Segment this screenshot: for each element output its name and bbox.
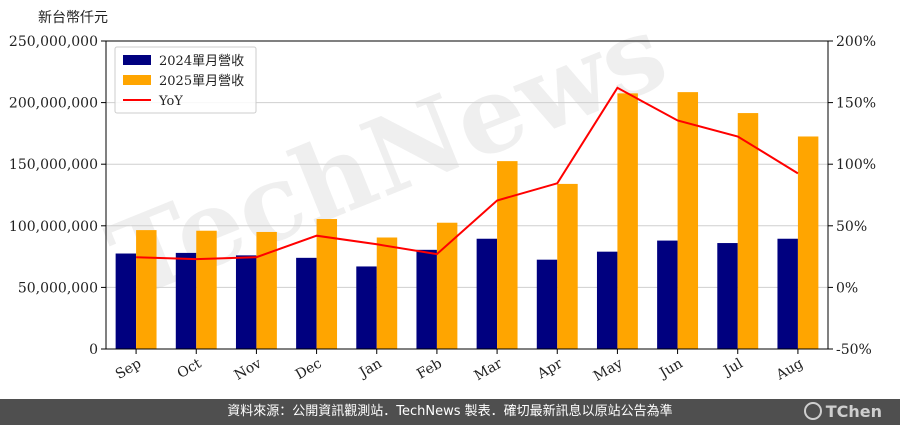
chart-area: TechNews 0 50,000,000 100,000,000 150,000,0… — [9, 0, 876, 385]
bar-2025 — [617, 93, 638, 349]
right-tick-label: -50% — [836, 342, 872, 358]
left-tick-label: 100,000,000 — [9, 219, 98, 235]
right-tick-label: 50% — [836, 219, 867, 235]
bar-2024 — [657, 240, 678, 349]
right-tick-label: 100% — [836, 157, 876, 173]
bar-2024 — [536, 259, 558, 349]
bar-2024 — [777, 238, 798, 349]
legend-label: 2024單月營收 — [159, 54, 244, 69]
yoy-line — [135, 86, 799, 261]
legend: 2024單月營收 2025單月營收 YoY — [114, 46, 257, 114]
bar-2025 — [557, 183, 578, 349]
legend-swatch — [123, 55, 151, 65]
x-tick-label: May — [591, 356, 626, 385]
revenue-chart: TechNews 050,000,000100,000,000150,000,0… — [9, 0, 876, 385]
x-tick-label: Jan — [355, 356, 385, 382]
bar-2024 — [175, 252, 197, 349]
x-tick-label: Feb — [414, 356, 445, 383]
brand-text: TChen — [825, 402, 882, 421]
x-tick-label: Sep — [113, 356, 144, 383]
yoy-series-line — [136, 86, 799, 261]
bar-2025 — [376, 237, 398, 349]
bar-2025 — [797, 136, 819, 349]
brand-logo: TChen — [803, 399, 882, 425]
bar-2024 — [717, 243, 738, 349]
bar-2025 — [497, 161, 518, 349]
right-tick-label: 200% — [836, 34, 876, 50]
plot-border — [105, 40, 829, 350]
bar-2024 — [476, 238, 498, 349]
bar-2024 — [115, 253, 137, 349]
x-tick-label: Dec — [293, 356, 325, 384]
bar-2025 — [316, 219, 338, 349]
left-tick-label: 200,000,000 — [9, 96, 98, 112]
right-tick-label: 0% — [836, 280, 858, 296]
bar-2025 — [136, 230, 157, 349]
source-footer: 資料來源：公開資訊觀測站．TechNews 製表．確切最新訊息以原站公告為準 — [0, 399, 900, 425]
brand-mark-icon — [803, 402, 822, 420]
x-tick-label: Mar — [472, 355, 506, 384]
left-tick-label: 0 — [89, 342, 98, 358]
x-tick-label: Jul — [719, 355, 746, 380]
x-tick-label: Aug — [773, 356, 806, 384]
right-tick-label: 150% — [836, 96, 876, 112]
left-tick-label: 250,000,000 — [9, 34, 98, 50]
bar-2025 — [677, 92, 699, 350]
bar-2024 — [235, 255, 257, 349]
legend-swatch — [123, 75, 151, 85]
legend-label: YoY — [158, 94, 183, 109]
bar-2024 — [356, 266, 377, 349]
bars — [115, 92, 819, 350]
bar-2024 — [596, 251, 618, 349]
bar-2024 — [296, 257, 317, 349]
bar-2025 — [196, 230, 217, 349]
bar-2024 — [416, 249, 437, 349]
x-tick-label: Oct — [175, 355, 205, 382]
bar-2025 — [436, 222, 458, 349]
x-tick-label: Apr — [534, 355, 565, 382]
bar-2025 — [256, 231, 277, 349]
legend-label: 2025單月營收 — [159, 74, 244, 89]
x-tick-label: Jun — [655, 356, 685, 383]
left-tick-label: 150,000,000 — [9, 157, 98, 173]
bar-2025 — [737, 113, 759, 350]
left-tick-label: 50,000,000 — [18, 280, 98, 296]
source-text: 資料來源：公開資訊觀測站．TechNews 製表．確切最新訊息以原站公告為準 — [227, 404, 673, 419]
x-tick-label: Nov — [232, 356, 265, 384]
y-unit-label: 新台幣仟元 — [38, 10, 108, 26]
